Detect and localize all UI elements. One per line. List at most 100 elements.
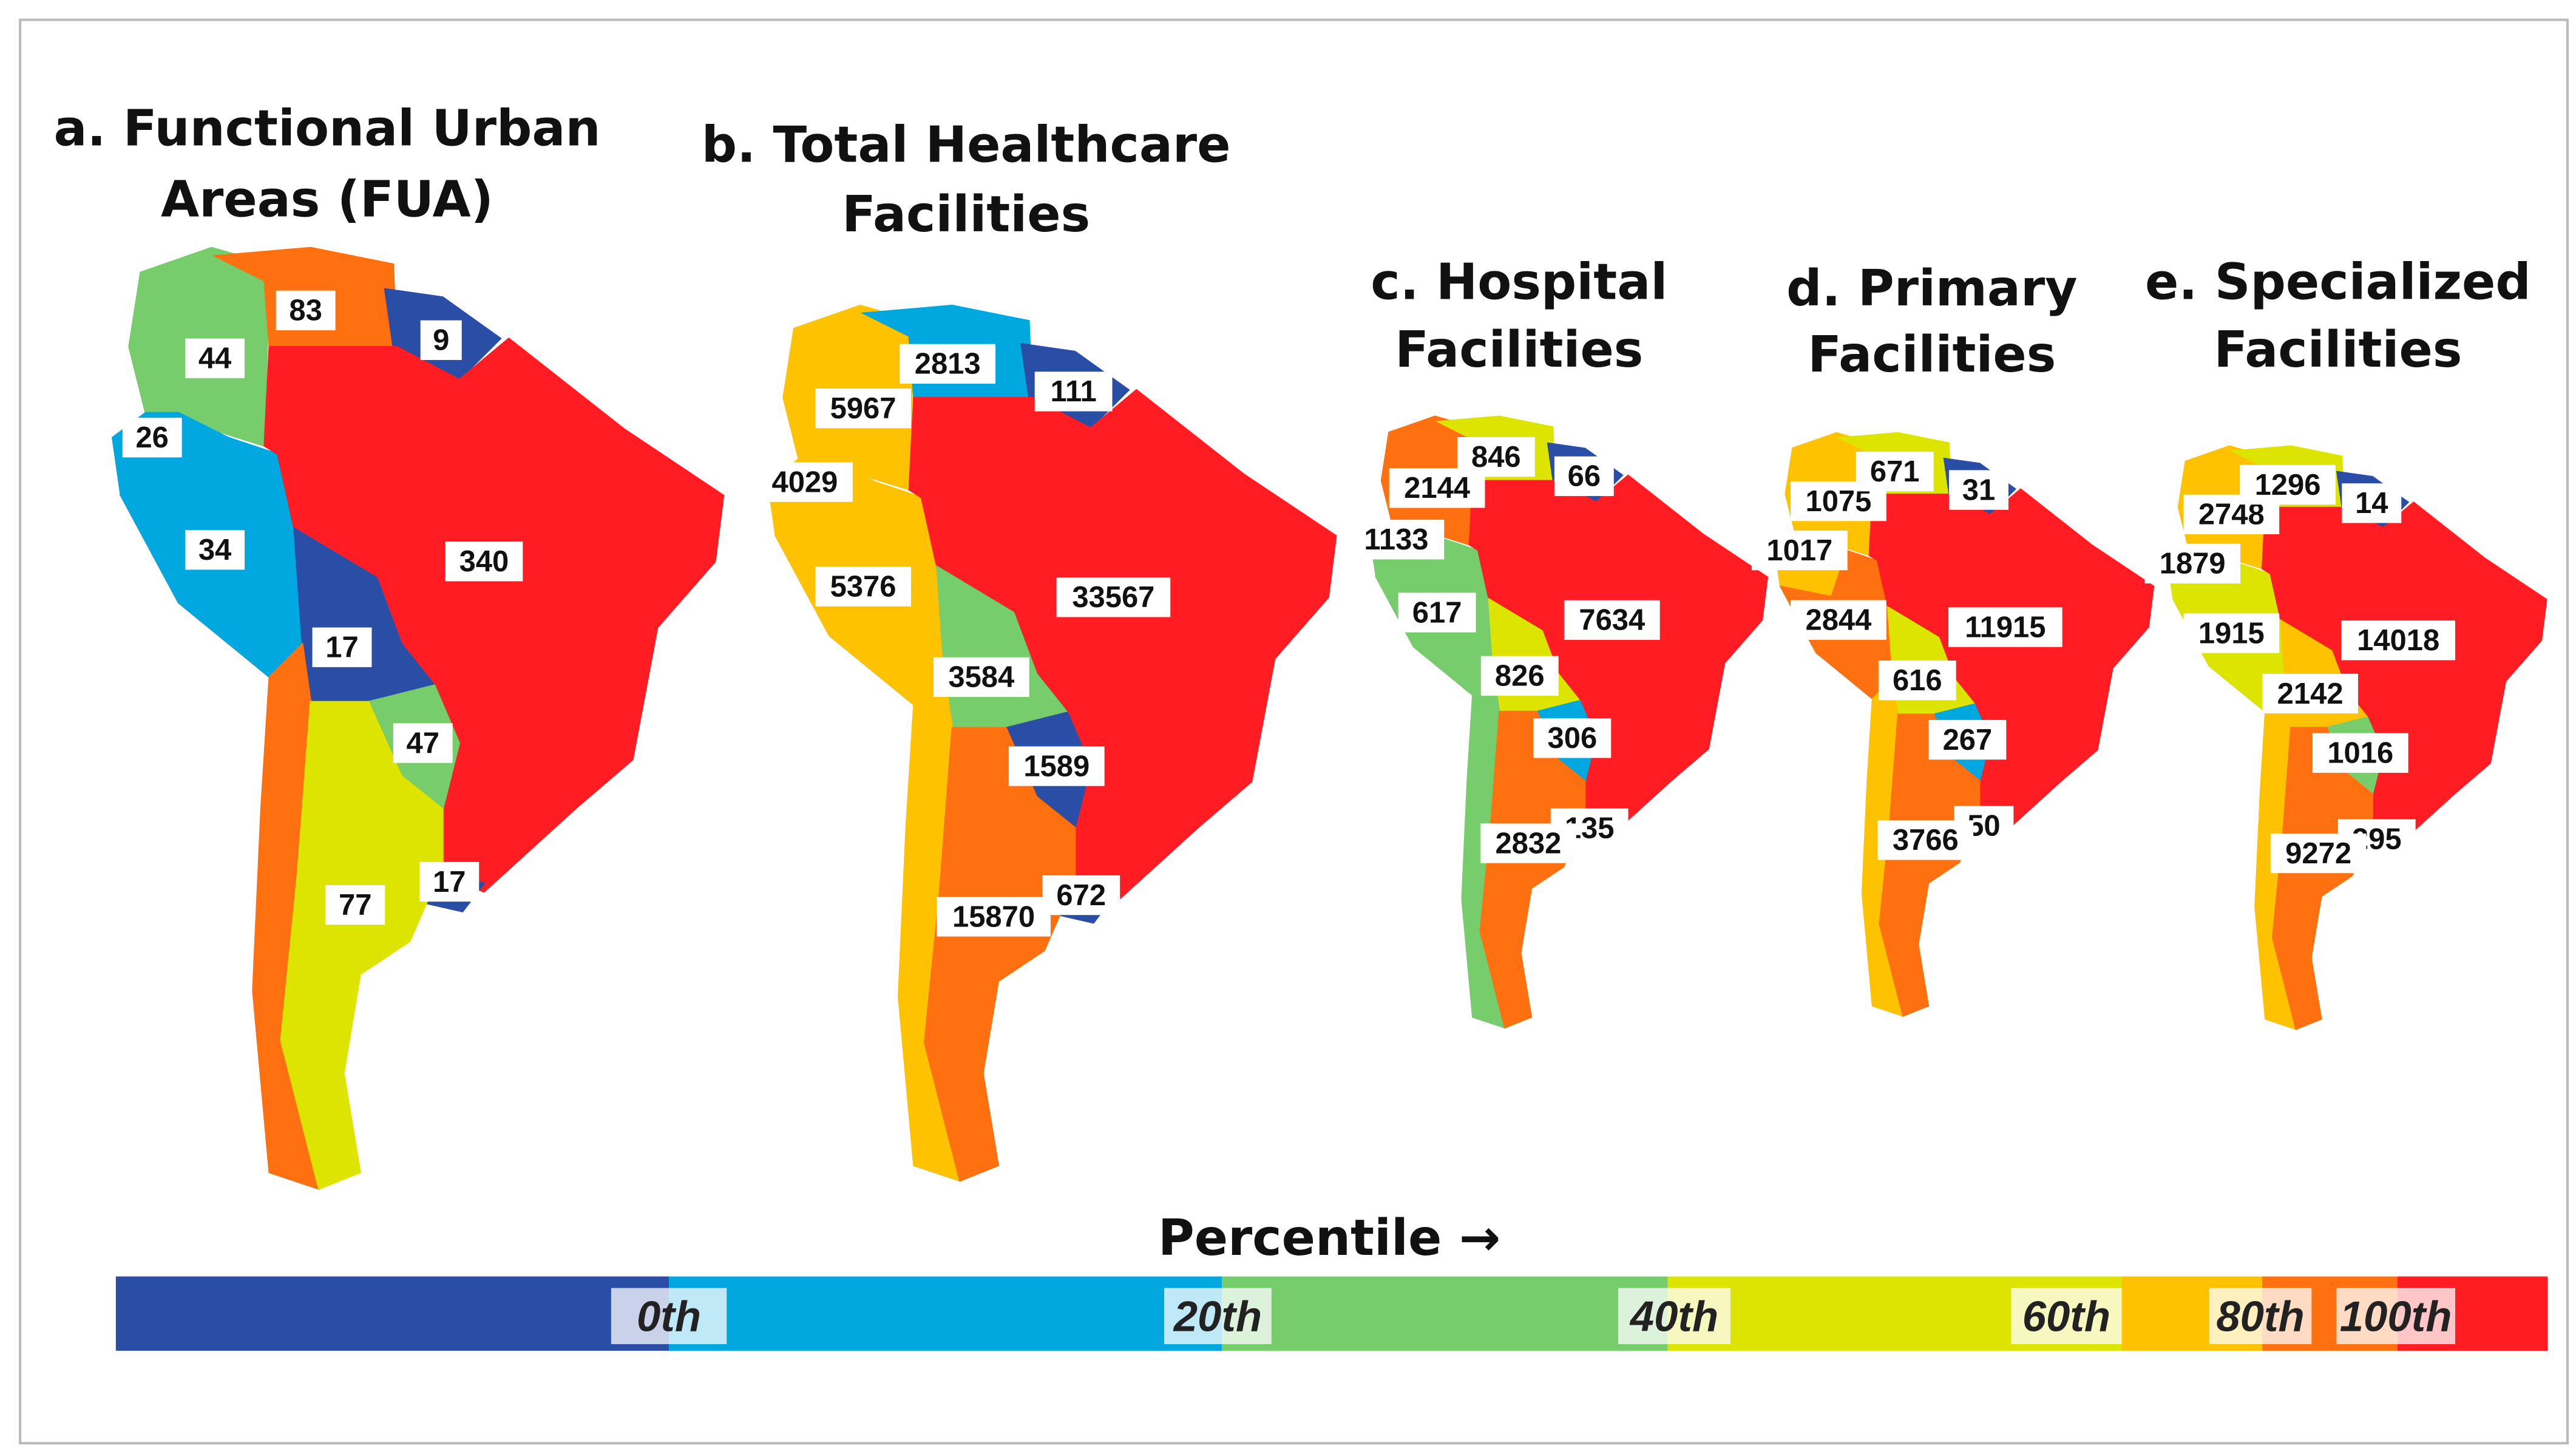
value-label-text: 4029 <box>771 466 838 498</box>
south-america-map <box>2167 445 2547 1030</box>
value-label-guyanas: 66 <box>1554 456 1614 497</box>
map-title: Facilities <box>1395 321 1643 379</box>
region-argentina <box>1479 710 1586 1029</box>
map-panel-a: a. Functional Urban Areas (FUA) 44 83 9 26 34 3… <box>53 100 725 1191</box>
value-label-text: 672 <box>1056 879 1106 912</box>
value-label-text: 14 <box>2355 487 2388 520</box>
value-label-text: 15870 <box>952 900 1035 933</box>
value-label-guyanas: 14 <box>2342 483 2402 523</box>
value-label-paraguay: 47 <box>393 723 453 763</box>
value-label-text: 5967 <box>830 392 897 425</box>
value-label-text: 9 <box>433 324 449 357</box>
value-label-text: 1915 <box>2198 617 2265 650</box>
value-label-text: 2813 <box>915 348 981 381</box>
value-label-text: 2844 <box>1805 604 1871 637</box>
map-title: Areas (FUA) <box>161 171 493 228</box>
value-label-text: 617 <box>1412 596 1462 629</box>
value-label-text: 77 <box>339 889 371 922</box>
region-argentina <box>280 701 444 1191</box>
value-label-text: 1133 <box>1364 523 1428 556</box>
value-label-text: 846 <box>1471 441 1521 474</box>
value-label-text: 14018 <box>2357 624 2439 657</box>
value-label-brazil: 340 <box>445 542 523 582</box>
value-label-ecuador: 1879 <box>2144 543 2241 583</box>
value-label-paraguay: 306 <box>1533 718 1612 758</box>
value-label-text: 9272 <box>2285 837 2351 870</box>
value-label-text: 2832 <box>1495 827 1561 860</box>
value-label-text: 5376 <box>830 570 897 603</box>
map-title: b. Total Healthcare <box>702 117 1231 174</box>
legend-tick-label: 40th <box>1629 1292 1718 1340</box>
map-title: Facilities <box>2214 321 2462 379</box>
legend-tick-label: 60th <box>2022 1292 2110 1340</box>
value-label-text: 44 <box>198 342 231 375</box>
value-label-text: 11915 <box>1965 611 2046 644</box>
value-label-text: 83 <box>289 294 322 327</box>
legend-segment-lightblue <box>669 1276 1222 1351</box>
value-label-venezuela: 2813 <box>900 344 996 384</box>
value-label-peru: 34 <box>185 530 245 570</box>
value-label-colombia: 44 <box>185 338 245 378</box>
legend-tick-label: 100th <box>2340 1292 2452 1340</box>
value-label-text: 31 <box>1962 474 1995 506</box>
value-label-text: 17 <box>433 866 466 899</box>
value-label-brazil: 7634 <box>1564 600 1660 640</box>
value-label-text: 306 <box>1548 722 1598 755</box>
map-title: c. Hospital <box>1371 253 1667 311</box>
value-label-venezuela: 671 <box>1856 452 1934 492</box>
value-label-text: 66 <box>1568 460 1601 493</box>
value-label-guyanas: 9 <box>420 320 462 360</box>
value-label-ecuador: 1017 <box>1751 530 1848 571</box>
value-label-argentina: 9272 <box>2270 833 2367 874</box>
value-label-argentina: 3766 <box>1877 820 1974 860</box>
map-panel-b: b. Total Healthcare Facilities 5967 2813 111… <box>702 117 1337 1182</box>
value-label-bolivia: 826 <box>1480 656 1559 696</box>
value-label-peru: 2844 <box>1791 600 1886 640</box>
region-argentina <box>2271 727 2373 1030</box>
value-label-argentina: 77 <box>325 885 385 925</box>
value-label-colombia: 5967 <box>815 389 911 429</box>
value-label-text: 1017 <box>1766 534 1832 567</box>
value-label-venezuela: 83 <box>276 290 336 330</box>
value-label-text: 616 <box>1893 664 1942 697</box>
region-argentina <box>1879 713 1981 1017</box>
value-label-text: 26 <box>135 421 168 454</box>
value-label-text: 1879 <box>2160 548 2226 580</box>
value-label-bolivia: 616 <box>1878 661 1956 701</box>
value-label-brazil: 33567 <box>1056 577 1171 617</box>
value-label-argentina: 2832 <box>1480 823 1576 863</box>
value-label-bolivia: 2142 <box>2262 673 2359 714</box>
value-label-text: 1589 <box>1023 750 1090 783</box>
value-label-text: 34 <box>198 534 231 566</box>
legend-title: Percentile → <box>1158 1209 1500 1267</box>
value-label-guyanas: 111 <box>1034 372 1113 412</box>
value-label-text: 33567 <box>1072 581 1154 614</box>
value-label-bolivia: 3584 <box>933 657 1029 697</box>
value-label-bolivia: 17 <box>312 627 372 667</box>
value-label-ecuador: 26 <box>122 418 182 458</box>
map-title: d. Primary <box>1786 260 2077 318</box>
value-label-uruguay: 17 <box>419 861 480 902</box>
value-label-text: 671 <box>1870 455 1920 488</box>
value-label-peru: 617 <box>1398 593 1476 633</box>
value-label-paraguay: 1589 <box>1008 746 1105 786</box>
value-label-ecuador: 4029 <box>757 462 853 502</box>
value-label-text: 2144 <box>1404 472 1470 505</box>
value-label-brazil: 11915 <box>1948 607 2062 647</box>
value-label-text: 7634 <box>1579 604 1645 637</box>
value-label-text: 267 <box>1943 724 1993 756</box>
legend-tick-label: 20th <box>1173 1292 1262 1340</box>
value-label-text: 3766 <box>1893 824 1959 857</box>
legend-tick-label: 80th <box>2216 1292 2304 1340</box>
value-label-argentina: 15870 <box>937 897 1051 937</box>
map-title: e. Specialized <box>2145 253 2531 311</box>
value-label-ecuador: 1133 <box>1348 520 1445 560</box>
value-label-text: 17 <box>325 631 358 664</box>
value-label-text: 340 <box>459 545 509 578</box>
figure-frame <box>19 18 2569 1445</box>
value-label-text: 111 <box>1050 375 1096 408</box>
value-label-peru: 5376 <box>815 566 911 607</box>
value-label-text: 3584 <box>948 661 1014 694</box>
legend-segment-blue <box>115 1276 669 1351</box>
